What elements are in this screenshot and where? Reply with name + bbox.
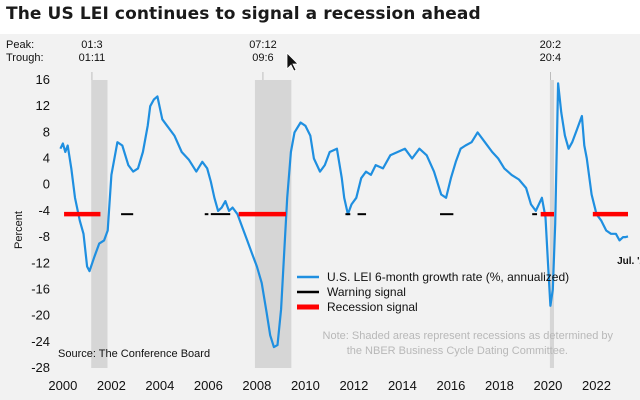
- x-tick-label: 2018: [485, 378, 514, 393]
- source-text: Source: The Conference Board: [58, 348, 210, 360]
- legend-label: Warning signal: [327, 285, 406, 299]
- peak-date: 01:3: [81, 39, 102, 51]
- x-tick-label: 2014: [388, 378, 417, 393]
- note-line-2: the NBER Business Cycle Dating Committee…: [347, 345, 568, 357]
- y-tick-label: -12: [31, 255, 50, 270]
- y-tick-label: -8: [38, 229, 50, 244]
- x-tick-label: 2016: [436, 378, 465, 393]
- y-tick-label: -16: [31, 281, 50, 296]
- y-tick-label: 8: [43, 124, 50, 139]
- trough-date: 01:11: [79, 52, 106, 64]
- peak-date: 07:12: [249, 39, 277, 51]
- page-title: The US LEI continues to signal a recessi…: [6, 4, 481, 24]
- legend-label: U.S. LEI 6-month growth rate (%, annuali…: [327, 270, 569, 284]
- x-tick-label: 2022: [582, 378, 611, 393]
- y-tick-label: -20: [31, 308, 50, 323]
- trough-date: 09:6: [252, 52, 273, 64]
- legend-label: Recession signal: [327, 300, 418, 314]
- x-tick-label: 2010: [291, 378, 320, 393]
- y-tick-label: -24: [31, 334, 50, 349]
- y-axis-label: Percent: [13, 211, 25, 249]
- y-tick-label: 12: [36, 98, 50, 113]
- x-tick-label: 2020: [533, 378, 562, 393]
- x-tick-label: 2004: [145, 378, 174, 393]
- mouse-cursor-icon: [286, 52, 299, 72]
- trough-date: 20:4: [540, 52, 561, 64]
- x-tick-label: 2008: [242, 378, 271, 393]
- y-tick-label: 0: [43, 177, 50, 192]
- y-tick-label: 4: [43, 151, 50, 166]
- x-tick-label: 2012: [339, 378, 368, 393]
- title-bar: The US LEI continues to signal a recessi…: [0, 0, 640, 34]
- peak-date: 20:2: [540, 39, 561, 51]
- y-tick-label: -4: [38, 203, 50, 218]
- y-tick-label: 16: [36, 72, 50, 87]
- recession-shading: [549, 80, 555, 368]
- recession-shading: [91, 80, 108, 368]
- lei-growth-line: [59, 82, 629, 349]
- x-tick-label: 2006: [194, 378, 223, 393]
- latest-annotation: Jul. '23: [617, 256, 640, 267]
- trough-label: Trough:: [6, 52, 44, 64]
- x-tick-label: 2002: [97, 378, 126, 393]
- x-tick-label: 2000: [48, 378, 77, 393]
- y-tick-label: -28: [31, 360, 50, 375]
- peak-label: Peak:: [6, 39, 34, 51]
- note-line-1: Note: Shaded areas represent recessions …: [323, 330, 614, 342]
